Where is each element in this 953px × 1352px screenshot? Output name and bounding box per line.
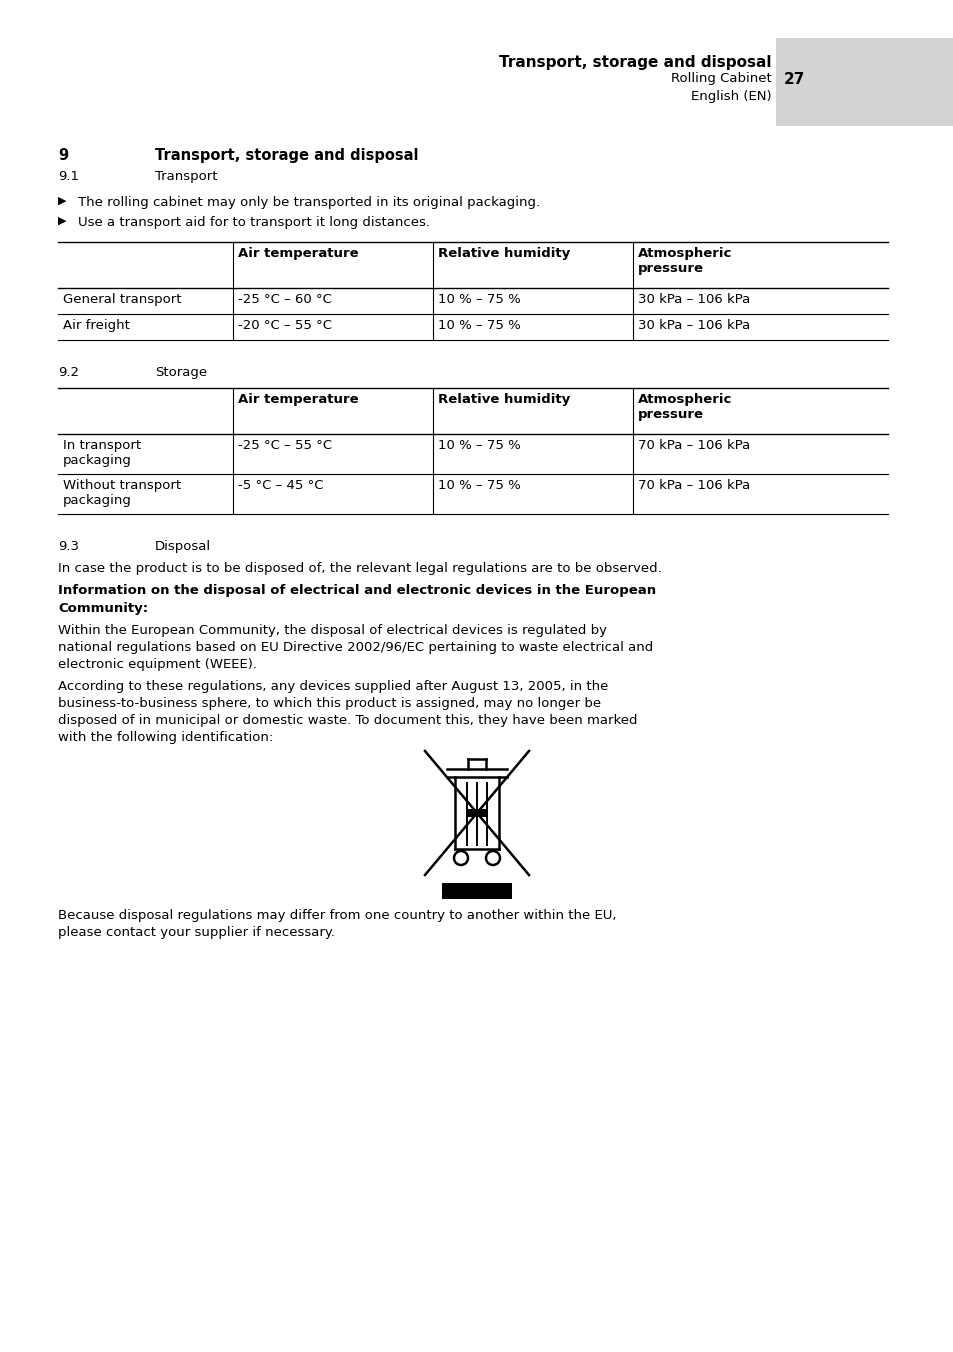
Text: please contact your supplier if necessary.: please contact your supplier if necessar… (58, 926, 335, 940)
Text: Disposal: Disposal (154, 539, 211, 553)
Text: 10 % – 75 %: 10 % – 75 % (437, 293, 520, 306)
Text: Relative humidity: Relative humidity (437, 393, 570, 406)
Text: with the following identification:: with the following identification: (58, 731, 273, 744)
Text: Because disposal regulations may differ from one country to another within the E: Because disposal regulations may differ … (58, 909, 616, 922)
Text: business-to-business sphere, to which this product is assigned, may no longer be: business-to-business sphere, to which th… (58, 698, 600, 710)
Bar (775, 38, 953, 126)
Text: 27: 27 (783, 72, 804, 87)
Text: Transport, storage and disposal: Transport, storage and disposal (499, 55, 771, 70)
Text: 30 kPa – 106 kPa: 30 kPa – 106 kPa (638, 293, 749, 306)
Text: General transport: General transport (63, 293, 181, 306)
Text: Information on the disposal of electrical and electronic devices in the European: Information on the disposal of electrica… (58, 584, 656, 598)
Text: 30 kPa – 106 kPa: 30 kPa – 106 kPa (638, 319, 749, 333)
Text: 10 % – 75 %: 10 % – 75 % (437, 479, 520, 492)
Text: -5 °C – 45 °C: -5 °C – 45 °C (237, 479, 323, 492)
Text: Atmospheric
pressure: Atmospheric pressure (638, 393, 732, 420)
Text: According to these regulations, any devices supplied after August 13, 2005, in t: According to these regulations, any devi… (58, 680, 608, 694)
Text: Transport, storage and disposal: Transport, storage and disposal (154, 147, 418, 164)
Bar (441, 883, 512, 899)
Text: ▶: ▶ (58, 196, 67, 206)
Text: 70 kPa – 106 kPa: 70 kPa – 106 kPa (638, 479, 749, 492)
Text: Use a transport aid for to transport it long distances.: Use a transport aid for to transport it … (78, 216, 430, 228)
Text: Without transport
packaging: Without transport packaging (63, 479, 181, 507)
Text: national regulations based on EU Directive 2002/96/EC pertaining to waste electr: national regulations based on EU Directi… (58, 641, 653, 654)
Text: Transport: Transport (154, 170, 217, 183)
Text: -25 °C – 60 °C: -25 °C – 60 °C (237, 293, 332, 306)
Text: 9.1: 9.1 (58, 170, 79, 183)
Text: Within the European Community, the disposal of electrical devices is regulated b: Within the European Community, the dispo… (58, 625, 606, 637)
Text: 9.3: 9.3 (58, 539, 79, 553)
Text: ▶: ▶ (58, 216, 67, 226)
Text: -25 °C – 55 °C: -25 °C – 55 °C (237, 439, 332, 452)
Text: 9.2: 9.2 (58, 366, 79, 379)
Text: Community:: Community: (58, 602, 148, 615)
Text: 10 % – 75 %: 10 % – 75 % (437, 439, 520, 452)
Bar (465, 808, 488, 817)
Text: electronic equipment (WEEE).: electronic equipment (WEEE). (58, 658, 256, 671)
Text: Air temperature: Air temperature (237, 247, 358, 260)
Text: Storage: Storage (154, 366, 207, 379)
Text: English (EN): English (EN) (691, 91, 771, 103)
Text: Relative humidity: Relative humidity (437, 247, 570, 260)
Text: 70 kPa – 106 kPa: 70 kPa – 106 kPa (638, 439, 749, 452)
Text: Atmospheric
pressure: Atmospheric pressure (638, 247, 732, 274)
Text: The rolling cabinet may only be transported in its original packaging.: The rolling cabinet may only be transpor… (78, 196, 539, 210)
Text: Air temperature: Air temperature (237, 393, 358, 406)
Text: -20 °C – 55 °C: -20 °C – 55 °C (237, 319, 332, 333)
Text: Rolling Cabinet: Rolling Cabinet (671, 72, 771, 85)
Text: In case the product is to be disposed of, the relevant legal regulations are to : In case the product is to be disposed of… (58, 562, 661, 575)
Text: Air freight: Air freight (63, 319, 130, 333)
Text: disposed of in municipal or domestic waste. To document this, they have been mar: disposed of in municipal or domestic was… (58, 714, 637, 727)
Text: 10 % – 75 %: 10 % – 75 % (437, 319, 520, 333)
Text: In transport
packaging: In transport packaging (63, 439, 141, 466)
Text: 9: 9 (58, 147, 68, 164)
